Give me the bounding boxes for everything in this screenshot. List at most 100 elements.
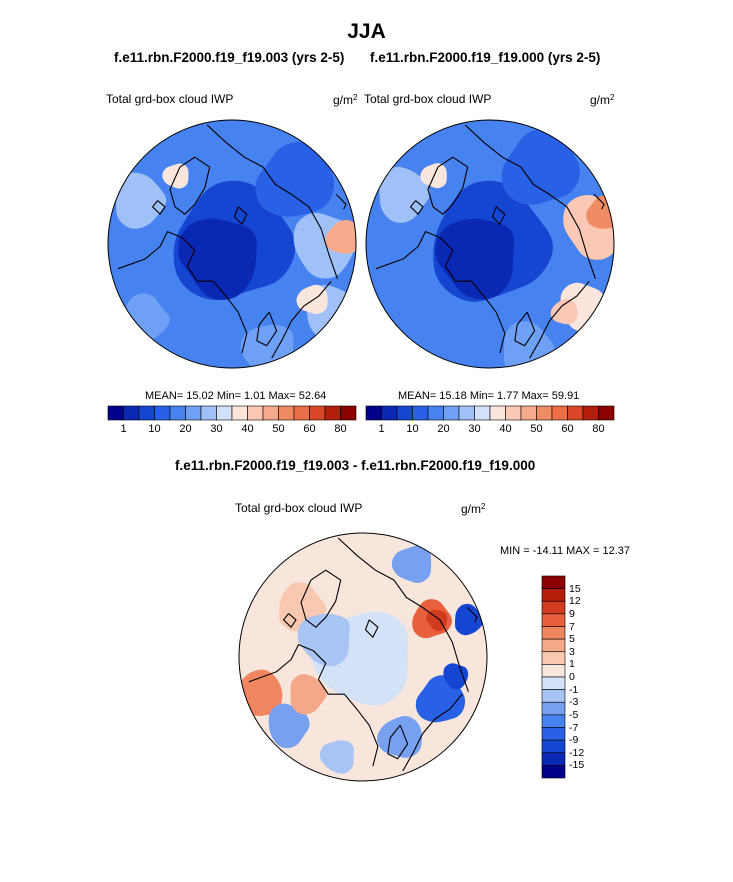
- colorbar-box: [541, 752, 566, 766]
- panel1-colorbar: [107, 405, 357, 421]
- colorbar-tick-label: 15: [569, 582, 581, 595]
- colorbar-tick-label: 10: [406, 423, 419, 435]
- colorbar-tick-label: 80: [592, 423, 605, 435]
- colorbar-tick-label: 80: [334, 423, 347, 435]
- panel2-map-border: [365, 119, 615, 369]
- colorbar-tick-label: 60: [561, 423, 574, 435]
- colorbar-tick-label: 10: [148, 423, 161, 435]
- colorbar-tick-label: 12: [569, 595, 581, 608]
- colorbar-box: [541, 651, 566, 665]
- colorbar-box: [541, 739, 566, 754]
- colorbar-box: [582, 405, 599, 421]
- colorbar-box: [278, 405, 295, 421]
- colorbar-box: [541, 664, 566, 678]
- colorbar-tick-label: 20: [437, 423, 450, 435]
- colorbar-tick-label: -3: [569, 696, 579, 709]
- colorbar-box: [541, 727, 566, 741]
- colorbar-box: [474, 405, 491, 421]
- colorbar-tick-label: 60: [303, 423, 316, 435]
- colorbar-box: [541, 689, 566, 703]
- colorbar-box: [247, 405, 264, 421]
- colorbar-box: [541, 600, 566, 615]
- colorbar-tick-label: 1: [569, 658, 575, 671]
- colorbar-tick-label: 50: [530, 423, 543, 435]
- colorbar-tick-label: 5: [569, 633, 575, 646]
- colorbar-box: [231, 405, 248, 421]
- colorbar-box: [185, 405, 202, 421]
- colorbar-tick-label: 30: [468, 423, 481, 435]
- colorbar-box: [458, 405, 475, 421]
- colorbar-box: [169, 405, 186, 421]
- colorbar-tick-label: 9: [569, 607, 575, 620]
- colorbar-tick-label: -7: [569, 721, 579, 734]
- panel3-colorbar: [541, 575, 566, 779]
- colorbar-tick-label: 1: [120, 423, 127, 435]
- colorbar-tick-label: 7: [569, 620, 575, 633]
- colorbar-box: [541, 613, 566, 627]
- colorbar-box: [138, 405, 155, 421]
- colorbar-box: [293, 405, 310, 421]
- colorbar-tick-label: 0: [569, 671, 575, 683]
- colorbar-box: [541, 714, 566, 728]
- colorbar-box: [340, 405, 357, 421]
- colorbar-box: [216, 405, 233, 421]
- colorbar-box: [123, 405, 140, 421]
- colorbar-tick-label: 1: [378, 423, 385, 435]
- colorbar-box: [381, 405, 398, 421]
- panel2-stats: MEAN= 15.18 Min= 1.77 Max= 59.91: [398, 390, 580, 402]
- colorbar-box: [551, 405, 568, 421]
- colorbar-tick-label: -9: [569, 734, 579, 747]
- panel1-variable-label: Total grd-box cloud IWP: [106, 92, 234, 106]
- colorbar-box: [412, 405, 429, 421]
- panel3-variable-label: Total grd-box cloud IWP: [235, 501, 363, 515]
- colorbar-box: [541, 638, 566, 653]
- colorbar-box: [520, 405, 537, 421]
- colorbar-box: [541, 765, 566, 779]
- colorbar-box: [541, 626, 566, 640]
- colorbar-box: [541, 575, 566, 589]
- panel2-colorbar: [365, 405, 615, 421]
- colorbar-tick-label: 40: [499, 423, 512, 435]
- colorbar-tick-label: 40: [241, 423, 254, 435]
- colorbar-tick-label: 20: [179, 423, 192, 435]
- colorbar-box: [365, 405, 382, 421]
- colorbar-box: [598, 405, 615, 421]
- panel1-units-label: g/m2: [333, 93, 358, 107]
- colorbar-box: [324, 405, 341, 421]
- panel2-case-title: f.e11.rbn.F2000.f19_f19.000 (yrs 2-5): [370, 50, 601, 65]
- colorbar-box: [489, 405, 506, 421]
- figure-title: JJA: [347, 20, 386, 43]
- colorbar-box: [107, 405, 124, 421]
- panel3-stats: MIN = -14.11 MAX = 12.37: [500, 545, 631, 557]
- panel2-map: [366, 120, 614, 368]
- colorbar-box: [567, 405, 584, 421]
- panel3-units-label: g/m2: [461, 502, 486, 516]
- colorbar-tick-label: -12: [569, 746, 585, 759]
- colorbar-box: [541, 676, 566, 690]
- colorbar-box: [541, 701, 566, 716]
- panel1-case-title: f.e11.rbn.F2000.f19_f19.003 (yrs 2-5): [114, 50, 345, 65]
- colorbar-tick-label: 50: [272, 423, 285, 435]
- panel2-variable-label: Total grd-box cloud IWP: [364, 92, 492, 106]
- colorbar-box: [154, 405, 171, 421]
- colorbar-tick-label: -15: [569, 759, 585, 772]
- colorbar-box: [309, 405, 326, 421]
- colorbar-box: [396, 405, 413, 421]
- panel3-map-border: [238, 532, 488, 782]
- panel1-map: [108, 120, 356, 368]
- panel2-units-label: g/m2: [590, 93, 615, 107]
- colorbar-tick-label: -5: [569, 708, 579, 721]
- colorbar-box: [505, 405, 522, 421]
- colorbar-box: [262, 405, 279, 421]
- colorbar-box: [536, 405, 553, 421]
- panel3-map: [239, 533, 487, 781]
- panel3-case-title: f.e11.rbn.F2000.f19_f19.003 - f.e11.rbn.…: [175, 458, 536, 473]
- panel1-map-border: [107, 119, 357, 369]
- colorbar-tick-label: 30: [210, 423, 223, 435]
- colorbar-box: [443, 405, 460, 421]
- colorbar-tick-label: 3: [569, 645, 575, 658]
- panel1-stats: MEAN= 15.02 Min= 1.01 Max= 52.64: [145, 390, 327, 402]
- colorbar-box: [200, 405, 217, 421]
- colorbar-tick-label: -1: [569, 683, 579, 696]
